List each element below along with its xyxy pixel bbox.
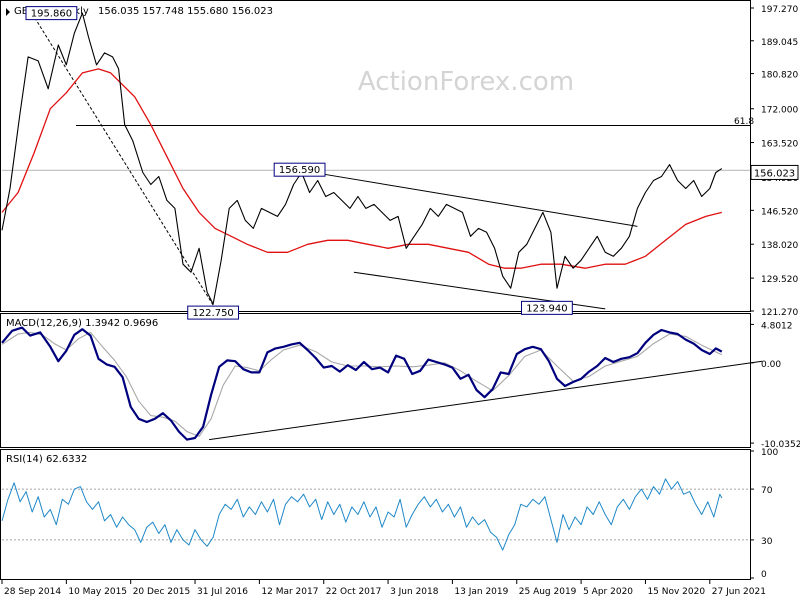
watermark: ActionForex.com (358, 67, 574, 97)
price-label-box-0 (25, 6, 78, 21)
main-ytick-label-8: 129.520 (761, 275, 798, 285)
fib-label: 61.8 (734, 117, 754, 127)
moving-average-line (1, 68, 722, 269)
rsi-line (1, 478, 723, 551)
macd-y-axis: 4.8012 0.00 -10.0352 (750, 321, 800, 450)
main-ytick-label-2: 180.820 (761, 71, 798, 81)
macd-label: MACD(12,26,9) 1.3942 0.9696 (6, 318, 158, 329)
macd-panel-frame (0, 313, 751, 448)
macd-ytick-label-1: 0.00 (761, 360, 781, 370)
x-tick-label-2: 20 Dec 2015 (133, 587, 191, 597)
main-ytick-label-6: 146.520 (761, 207, 798, 217)
x-tick-label-9: 5 Apr 2020 (583, 587, 633, 597)
trendline-1 (299, 169, 638, 227)
x-tick-label-10: 15 Nov 2020 (647, 587, 705, 597)
rsi-ytick-label-2: 30 (761, 537, 773, 547)
price-label-3: 123.940 (526, 303, 567, 314)
price-label-2: 122.750 (192, 308, 233, 319)
x-tick-label-6: 3 Jun 2018 (390, 587, 439, 597)
price-label-0: 195.860 (31, 9, 72, 20)
main-ytick-label-9: 121.270 (761, 308, 798, 318)
x-tick-label-0: 28 Sep 2014 (4, 587, 61, 597)
macd-line (1, 326, 723, 441)
price-label-box-3 (521, 300, 573, 315)
symbol-title-icon (6, 8, 10, 16)
x-tick-label-1: 10 May 2015 (68, 587, 127, 597)
x-tick-label-7: 13 Jan 2019 (454, 587, 508, 597)
rsi-ytick-label-3: 0 (761, 570, 767, 580)
rsi-ytick-label-1: 70 (761, 486, 773, 496)
main-ohlc: 156.035 157.748 155.680 156.023 (98, 6, 273, 17)
main-ytick-label-4: 163.520 (761, 140, 798, 150)
main-panel-frame (0, 0, 751, 312)
x-axis: 28 Sep 2014 10 May 2015 20 Dec 2015 31 Jul … (1, 580, 766, 597)
last-price-tag: 156.023 (750, 164, 799, 180)
last-price-value: 156.023 (754, 168, 795, 179)
rsi-y-axis: 100 70 30 0 (750, 448, 778, 580)
x-tick-label-4: 12 Mar 2017 (261, 587, 318, 597)
main-ytick-label-3: 172.000 (761, 106, 798, 116)
main-series (1, 12, 723, 305)
main-price-labels: 195.860 156.590 122.750 123.940 (25, 6, 573, 320)
macd-layer (1, 326, 763, 441)
last-price-box (750, 164, 799, 180)
x-tick-label-3: 31 Jul 2016 (197, 587, 248, 597)
main-ytick-label-1: 189.045 (761, 38, 798, 48)
price-label-box-2 (187, 305, 240, 320)
x-tick-label-8: 25 Aug 2019 (519, 587, 577, 597)
macd-trendline (209, 360, 763, 441)
main-ytick-label-0: 197.270 (761, 5, 798, 15)
rsi-label: RSI(14) 62.6332 (6, 454, 87, 465)
x-tick-label-11: 27 Jun 2021 (712, 587, 766, 597)
main-ytick-label-7: 138.020 (761, 241, 798, 251)
rsi-panel-frame (0, 449, 751, 580)
trendline-0 (31, 13, 214, 306)
macd-signal-line (1, 331, 723, 437)
main-static-lines (2, 124, 750, 171)
price-label-1: 156.590 (279, 165, 320, 176)
macd-ytick-label-2: -10.0352 (761, 440, 800, 450)
x-tick-label-5: 22 Oct 2017 (326, 587, 382, 597)
rsi-layer (1, 478, 750, 551)
macd-ytick-label-0: 4.8012 (761, 321, 793, 331)
main-y-axis: 197.270189.045180.820172.000163.520154.9… (750, 5, 798, 318)
panel-frames (0, 0, 751, 580)
price-line (1, 12, 723, 305)
price-label-box-1 (273, 162, 326, 177)
rsi-ytick-label-0: 100 (761, 448, 778, 458)
